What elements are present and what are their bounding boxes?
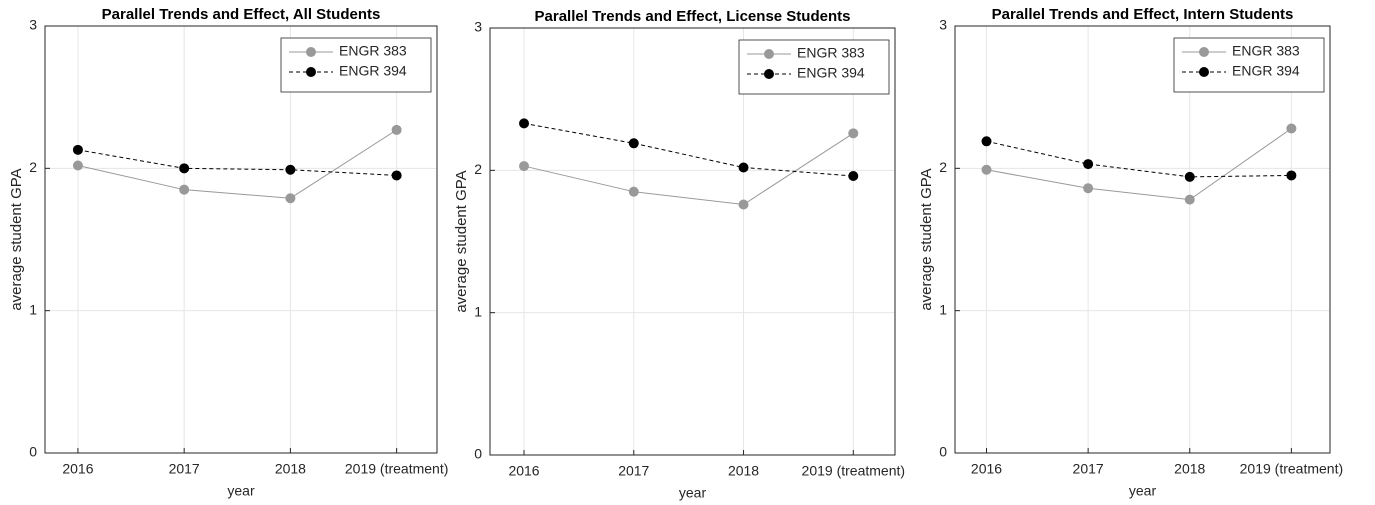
y-tick-label: 1 [939,301,947,317]
marker [72,160,83,171]
y-tick-label: 0 [474,446,482,462]
marker [285,164,296,175]
plot-area [955,26,1330,453]
legend-marker [764,49,774,59]
marker [1184,194,1195,205]
x-tick-label: 2018 [728,463,759,479]
marker [981,164,992,175]
marker [519,118,530,129]
marker [738,199,749,210]
y-tick-label: 3 [939,17,947,33]
x-axis-label: year [227,483,255,499]
panel: 0 1 2 3 2016 2017 2018 2019 (treatment) ENGR 383… [918,6,1343,499]
marker [391,124,402,135]
legend-label: ENGR 394 [1232,63,1300,79]
marker [72,144,83,155]
x-tick-label: 2018 [1174,461,1205,477]
series-line [77,129,397,199]
panel: 0 1 2 3 2016 2017 2018 2019 (treatment) ENGR 383… [453,8,905,501]
marker [1184,171,1195,182]
y-tick-label: 1 [474,303,482,319]
series-line [523,132,854,206]
x-axis-label: year [1129,483,1157,499]
marker [179,163,190,174]
legend-box [738,39,890,95]
chart-title: Parallel Trends and Effect, Intern Stude… [992,6,1294,23]
marker [628,186,639,197]
series-line [986,140,1292,178]
marker [519,161,530,172]
marker [1083,159,1094,170]
x-tick-label: 2019 (treatment) [1240,461,1344,477]
legend-box [1173,37,1325,93]
marker [738,162,749,173]
legend-marker [1199,47,1209,57]
x-axis-label: year [679,485,707,501]
y-tick-label: 2 [474,161,482,177]
y-tick-label: 2 [29,159,37,175]
legend-label: ENGR 383 [339,43,407,59]
y-tick-label: 0 [939,444,947,460]
series-line [986,128,1292,201]
x-tick-label: 2017 [1073,461,1104,477]
series-line [77,149,397,176]
marker [848,171,859,182]
y-axis-label: average student GPA [453,170,470,312]
marker [1083,183,1094,194]
legend-label: ENGR 383 [1232,43,1300,59]
x-tick-label: 2019 (treatment) [802,463,906,479]
legend-marker [1199,67,1209,77]
marker [179,184,190,195]
chart-title: Parallel Trends and Effect, All Students [102,6,381,23]
legend-box [280,37,432,93]
legend-label: ENGR 383 [797,45,865,61]
y-tick-label: 0 [29,444,37,460]
y-tick-label: 3 [474,19,482,35]
legend-marker [764,69,774,79]
y-axis-label: average student GPA [918,168,935,310]
marker [391,170,402,181]
legend-marker [306,47,316,57]
marker [1286,170,1297,181]
y-tick-label: 3 [29,17,37,33]
y-axis-label: average student GPA [8,168,25,310]
x-tick-label: 2019 (treatment) [345,461,449,477]
legend-marker [306,67,316,77]
axes-box [489,27,896,456]
axes-box [954,25,1331,454]
x-tick-label: 2016 [508,463,539,479]
x-tick-label: 2016 [971,461,1002,477]
plot-area [45,26,437,453]
chart-title: Parallel Trends and Effect, License Stud… [535,8,851,25]
marker [628,138,639,149]
plot-area [490,28,895,455]
panel: 0 1 2 3 2016 2017 2018 2019 (treatment) ENGR 383… [8,6,448,499]
legend-label: ENGR 394 [797,65,865,81]
marker [1286,123,1297,134]
y-tick-label: 1 [29,301,37,317]
axes-box [44,25,438,454]
x-tick-label: 2018 [275,461,306,477]
x-tick-label: 2017 [618,463,649,479]
legend-label: ENGR 394 [339,63,407,79]
x-tick-label: 2017 [169,461,200,477]
marker [981,136,992,147]
marker [285,193,296,204]
y-tick-label: 2 [939,159,947,175]
marker [848,128,859,139]
x-tick-label: 2016 [62,461,93,477]
